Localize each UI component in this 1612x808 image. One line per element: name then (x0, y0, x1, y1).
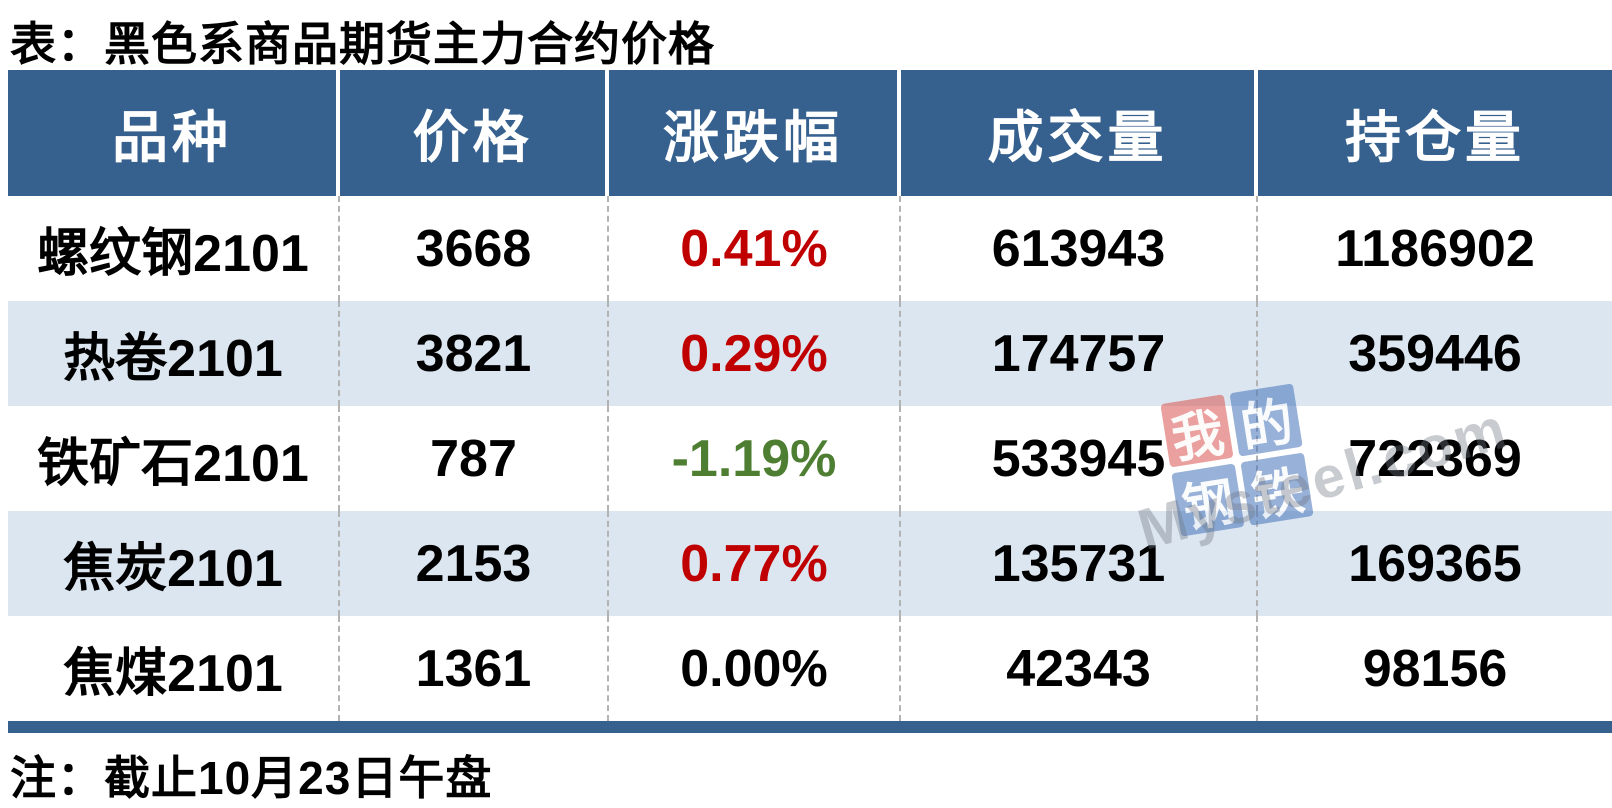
cell-change: 0.77% (609, 511, 901, 616)
cell-open-interest: 1186902 (1335, 219, 1535, 278)
table-body: 螺纹钢2101 3668 0.41% 613943 1186902 热卷2101 3821 0… (8, 196, 1612, 721)
page-title: 表：黑色系商品期货主力合约价格 (10, 18, 715, 70)
cell-variety: 焦煤2101 (8, 616, 340, 721)
cell-variety: 螺纹钢2101 (8, 196, 340, 301)
footnote: 注：截止10月23日午盘 (10, 752, 493, 804)
cell-price: 787 (340, 406, 609, 511)
futures-price-table: 品种 价格 涨跌幅 成交量 持仓量 螺纹钢2101 3668 0.41% 613943… (8, 70, 1612, 721)
cell-volume: 42343 (901, 616, 1258, 721)
cell-volume: 174757 (901, 301, 1258, 406)
cell-change: 0.29% (609, 301, 901, 406)
cell-variety: 铁矿石2101 (8, 406, 340, 511)
table-bottom-border (8, 721, 1612, 733)
cell-open-interest: 359446 (1348, 324, 1522, 383)
cell-open-interest: 169365 (1348, 534, 1522, 593)
cell-variety: 焦炭2101 (8, 511, 340, 616)
table-row: 铁矿石2101 787 -1.19% 533945 722369 (8, 406, 1612, 511)
table-row: 热卷2101 3821 0.29% 174757 359446 (8, 301, 1612, 406)
table-row: 螺纹钢2101 3668 0.41% 613943 1186902 (8, 196, 1612, 301)
cell-volume: 533945 (901, 406, 1258, 511)
cell-change: 0.00% (609, 616, 901, 721)
column-header-price: 价格 (340, 70, 609, 196)
cell-change: -1.19% (609, 406, 901, 511)
table-row: 焦煤2101 1361 0.00% 42343 98156 (8, 616, 1612, 721)
table-header-row: 品种 价格 涨跌幅 成交量 持仓量 (8, 70, 1612, 196)
table-row: 焦炭2101 2153 0.77% 135731 169365 (8, 511, 1612, 616)
column-header-volume: 成交量 (901, 70, 1258, 196)
cell-price: 1361 (340, 616, 609, 721)
cell-price: 2153 (340, 511, 609, 616)
cell-volume: 135731 (901, 511, 1258, 616)
column-header-open-interest: 持仓量 (1345, 107, 1525, 170)
cell-price: 3821 (340, 301, 609, 406)
cell-volume: 613943 (901, 196, 1258, 301)
cell-change: 0.41% (609, 196, 901, 301)
column-header-variety: 品种 (8, 70, 340, 196)
cell-open-interest: 98156 (1362, 639, 1508, 698)
cell-open-interest: 722369 (1348, 429, 1522, 488)
cell-variety: 热卷2101 (8, 301, 340, 406)
column-header-change: 涨跌幅 (609, 70, 901, 196)
cell-price: 3668 (340, 196, 609, 301)
